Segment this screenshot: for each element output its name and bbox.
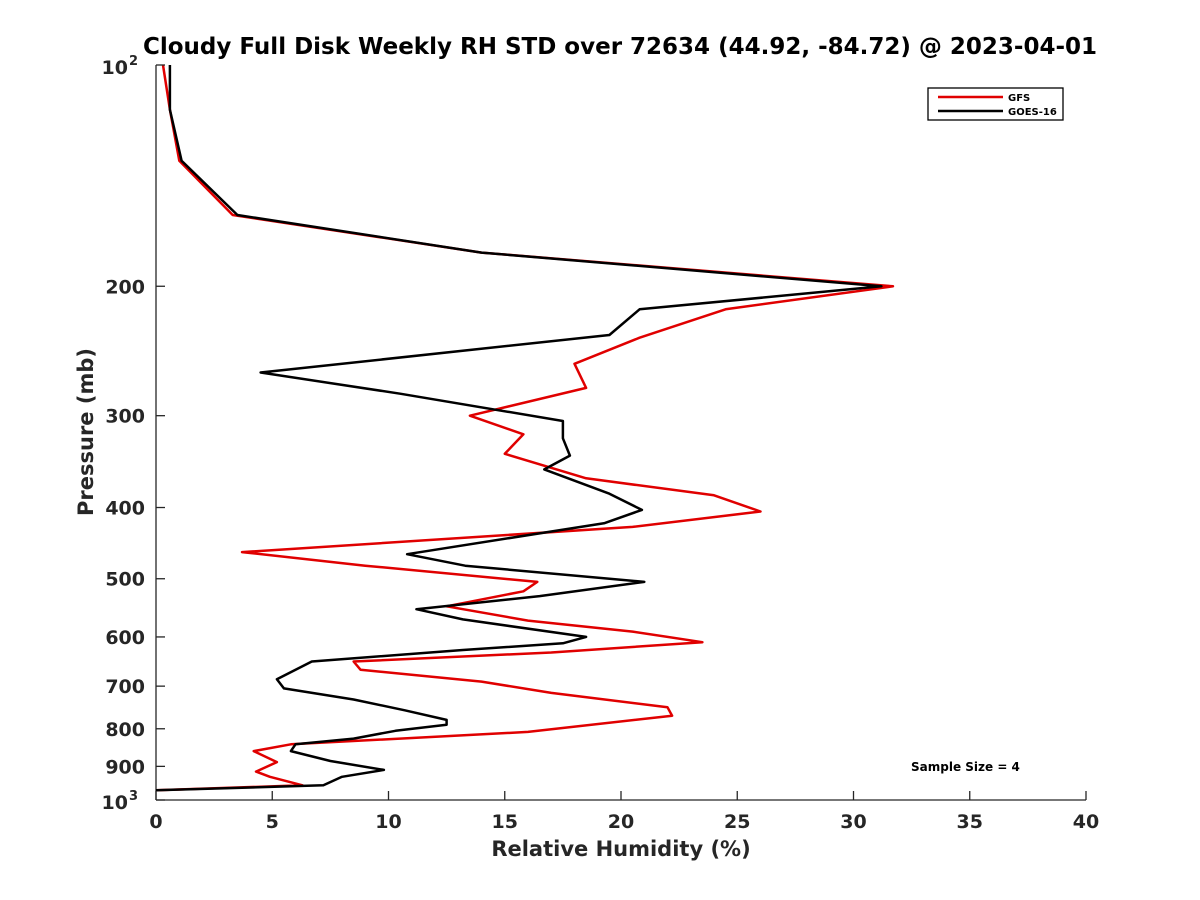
y-tick-label-exponent: 3 <box>129 789 138 804</box>
y-axis-label: Pressure (mb) <box>74 348 98 516</box>
x-axis-label: Relative Humidity (%) <box>491 837 750 861</box>
x-tick-label: 20 <box>608 811 634 833</box>
y-tick-label: 500 <box>105 569 145 591</box>
legend-box <box>927 87 1064 121</box>
y-tick-label: 600 <box>105 627 145 649</box>
y-tick-label: 400 <box>105 498 145 520</box>
y-tick-label: 900 <box>105 756 145 778</box>
y-tick-label: 200 <box>105 276 145 298</box>
y-tick-label-exponent: 2 <box>129 54 138 69</box>
legend-label-goes16: GOES-16 <box>1008 107 1057 118</box>
series-line-gfs <box>155 64 895 792</box>
x-tick-label: 40 <box>1073 811 1099 833</box>
y-tick-label: 300 <box>105 406 145 428</box>
legend: GFS GOES-16 <box>927 87 1064 121</box>
legend-label-gfs: GFS <box>1008 93 1030 104</box>
series-line-goes16 <box>155 65 883 792</box>
y-tick-label-base: 10 <box>102 57 128 79</box>
x-tick-label: 25 <box>724 811 750 833</box>
y-tick-label-base: 10 <box>102 792 128 814</box>
x-tick-label: 10 <box>375 811 401 833</box>
sample-size-annotation: Sample Size = 4 <box>911 760 1020 774</box>
y-tick-label: 800 <box>105 719 145 741</box>
x-tick-label: 0 <box>149 811 162 833</box>
x-tick-label: 5 <box>266 811 279 833</box>
x-tick-label: 15 <box>492 811 518 833</box>
x-tick-label: 30 <box>840 811 866 833</box>
chart-title: Cloudy Full Disk Weekly RH STD over 7263… <box>143 34 1097 60</box>
series-layer <box>155 64 895 792</box>
x-tick-label: 35 <box>957 811 983 833</box>
y-tick-label: 700 <box>105 676 145 698</box>
